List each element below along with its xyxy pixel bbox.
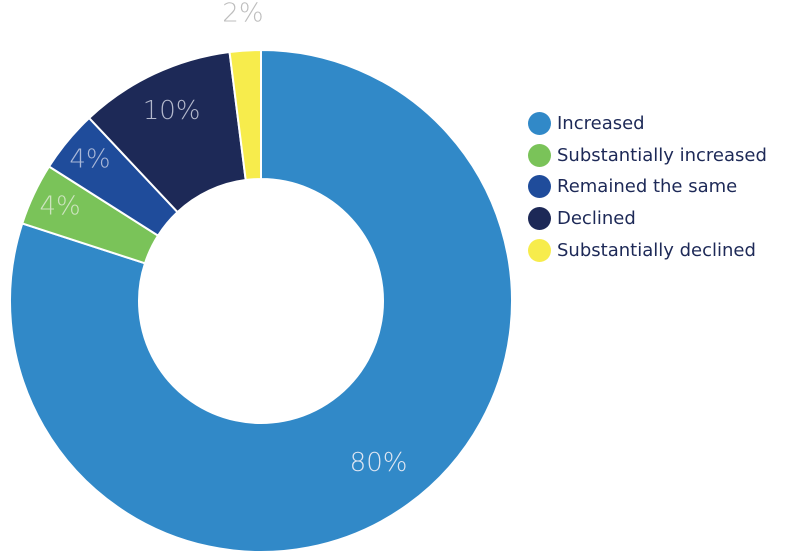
data-label-substantially-declined: 2% bbox=[222, 0, 263, 29]
legend-label: Increased bbox=[557, 113, 645, 135]
donut-slice-increased bbox=[9, 48, 513, 552]
legend-swatch bbox=[528, 238, 551, 262]
legend-item-increased: Increased bbox=[528, 108, 767, 140]
legend-swatch bbox=[528, 112, 551, 136]
legend-label: Remained the same bbox=[557, 176, 738, 198]
chart-legend: Increased Substantially increased Remain… bbox=[528, 108, 767, 266]
donut-labels: 80% 4% 4% 10% 2% bbox=[40, 0, 408, 478]
data-label-declined: 10% bbox=[143, 96, 201, 126]
legend-swatch bbox=[528, 143, 551, 167]
legend-label: Declined bbox=[557, 208, 636, 230]
legend-label: Substantially declined bbox=[557, 239, 756, 261]
data-label-substantially-increased: 4% bbox=[40, 191, 81, 221]
legend-swatch bbox=[528, 175, 551, 199]
legend-label: Substantially increased bbox=[557, 144, 767, 166]
legend-item-substantially-declined: Substantially declined bbox=[528, 234, 767, 266]
data-label-remained-the-same: 4% bbox=[69, 144, 110, 174]
legend-item-remained-the-same: Remained the same bbox=[528, 171, 767, 203]
legend-swatch bbox=[528, 207, 551, 231]
donut-slice-substantially-declined bbox=[228, 48, 262, 182]
data-label-increased: 80% bbox=[350, 448, 408, 478]
donut-slices bbox=[9, 48, 513, 552]
legend-item-declined: Declined bbox=[528, 203, 767, 235]
legend-item-substantially-increased: Substantially increased bbox=[528, 140, 767, 172]
